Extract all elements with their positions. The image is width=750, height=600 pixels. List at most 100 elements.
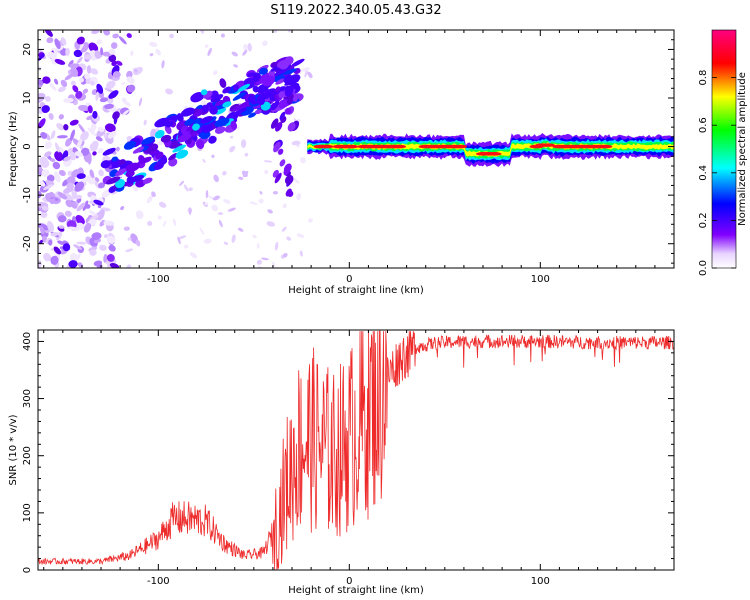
- snr-x-tick-label: 0: [346, 576, 352, 587]
- heatmap-cell: [263, 160, 273, 163]
- heatmap-cell: [200, 30, 205, 34]
- heatmap-cell: [283, 74, 295, 85]
- heatmap-cell: [278, 148, 284, 155]
- heatmap-cell: [53, 246, 62, 255]
- heatmap-cell: [275, 78, 286, 85]
- colorbar-tick-label: 0.2: [698, 212, 709, 228]
- heatmap-cell: [69, 252, 78, 261]
- heatmap-cell: [94, 50, 102, 60]
- heatmap-cell: [158, 201, 167, 208]
- heatmap-cell: [212, 195, 221, 201]
- heatmap-cell: [229, 145, 236, 153]
- heatmap-cell: [453, 144, 468, 149]
- heatmap-cell: [141, 136, 156, 145]
- colorbar-gradient: [712, 30, 736, 268]
- heatmap-cell: [211, 204, 219, 212]
- heatmap-y-tick-label: 10: [22, 92, 33, 105]
- heatmap-cell: [68, 260, 78, 268]
- heatmap-cell: [39, 240, 43, 245]
- heatmap-cell: [38, 118, 46, 129]
- snr-panel: -100 0 100 0 100 200 300 400 Height of straight…: [8, 329, 675, 596]
- heatmap-cell: [241, 170, 248, 178]
- heatmap-cell: [50, 198, 56, 205]
- heatmap-cell: [44, 151, 52, 158]
- heatmap-cell: [74, 151, 83, 157]
- heatmap-cell: [68, 60, 74, 67]
- heatmap-cell: [172, 144, 187, 153]
- heatmap-cell: [279, 111, 286, 120]
- heatmap-cell: [200, 123, 213, 133]
- heatmap-cell: [138, 156, 152, 164]
- heatmap-cell: [46, 220, 55, 233]
- heatmap-cell: [92, 151, 97, 156]
- heatmap-cell: [108, 90, 119, 99]
- heatmap-cell: [46, 37, 54, 44]
- heatmap-cell: [133, 68, 138, 73]
- heatmap-cell: [80, 131, 89, 141]
- heatmap-cell: [157, 215, 162, 220]
- heatmap-cell: [112, 111, 120, 120]
- heatmap-cell: [44, 141, 52, 149]
- heatmap-cell: [232, 103, 247, 111]
- heatmap-cell: [243, 77, 255, 87]
- heatmap-cell: [54, 58, 66, 65]
- heatmap-cell: [283, 68, 297, 75]
- heatmap-cell: [256, 95, 265, 106]
- heatmap-cell: [87, 127, 97, 136]
- heatmap-cell: [266, 221, 276, 227]
- heatmap-cell: [56, 122, 65, 131]
- heatmap-cell: [202, 158, 206, 163]
- heatmap-cell: [300, 156, 306, 164]
- heatmap-cell: [344, 144, 359, 149]
- heatmap-cell: [192, 123, 200, 131]
- heatmap-cell: [244, 152, 249, 157]
- heatmap-cell: [232, 107, 247, 116]
- heatmap-cell: [205, 189, 209, 199]
- heatmap-cell: [210, 94, 224, 103]
- heatmap-cell: [214, 117, 230, 127]
- snr-y-tick-label: 200: [22, 446, 33, 465]
- heatmap-cell: [50, 255, 59, 265]
- heatmap-cell: [60, 79, 68, 88]
- heatmap-cell: [68, 226, 80, 231]
- heatmap-cell: [58, 169, 66, 177]
- heatmap-cell: [264, 169, 269, 175]
- snr-plot-area: [38, 330, 674, 570]
- heatmap-cell: [219, 78, 227, 88]
- snr-x-tick-label: 100: [531, 576, 550, 587]
- heatmap-cell: [258, 72, 271, 81]
- heatmap-cell: [111, 60, 118, 67]
- heatmap-cell: [199, 227, 205, 235]
- heatmap-cell: [237, 227, 244, 232]
- heatmap-cell: [54, 171, 61, 183]
- heatmap-cell: [65, 47, 70, 57]
- heatmap-cell: [230, 120, 238, 130]
- heatmap-cell: [82, 88, 89, 94]
- heatmap-cell: [101, 189, 112, 198]
- heatmap-cell: [76, 36, 85, 45]
- heatmap-cell: [149, 53, 154, 57]
- heatmap-cell: [99, 244, 107, 251]
- heatmap-cell: [213, 174, 219, 183]
- heatmap-cell: [41, 169, 50, 177]
- heatmap-cell: [257, 83, 269, 94]
- heatmap-cell: [146, 195, 153, 204]
- heatmap-cell: [88, 42, 99, 53]
- heatmap-cell: [94, 177, 100, 182]
- heatmap-cell: [70, 67, 79, 77]
- heatmap-cell: [111, 156, 118, 162]
- colorbar-tick-label: 0.4: [698, 165, 709, 181]
- heatmap-cell: [98, 182, 106, 189]
- heatmap-cell: [276, 148, 280, 153]
- heatmap-cell: [208, 135, 217, 144]
- heatmap-cell: [115, 168, 127, 177]
- heatmap-cell: [99, 219, 106, 227]
- heatmap-cell: [243, 43, 248, 51]
- heatmap-cell: [48, 239, 53, 246]
- heatmap-cell: [261, 257, 270, 261]
- heatmap-cell: [104, 103, 114, 110]
- snr-line: [38, 330, 674, 570]
- heatmap-cell: [287, 122, 296, 132]
- heatmap-cell: [172, 218, 177, 226]
